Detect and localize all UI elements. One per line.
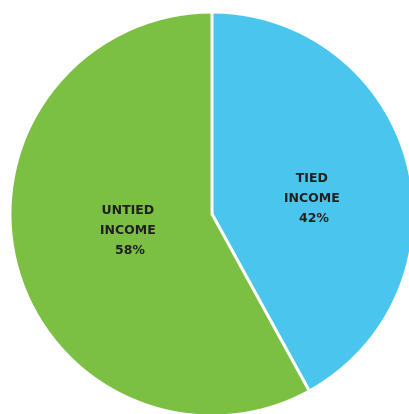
slice-label-untied-line-2: INCOME — [100, 222, 156, 237]
slice-label-untied-line-1: UNTIED — [101, 202, 154, 217]
slice-label-untied-line-3: 58% — [115, 242, 145, 257]
slice-label-tied: TIED INCOME 42% — [284, 170, 344, 225]
slice-label-untied: UNTIED INCOME 58% — [100, 202, 160, 257]
slice-label-tied-line-1: TIED — [296, 170, 328, 185]
labels-layer: TIED INCOME 42% UNTIED INCOME 58% — [100, 170, 344, 257]
pie-slice-tied-income — [210, 10, 409, 393]
slice-label-tied-line-3: 42% — [299, 210, 329, 225]
pie-slice-untied-income — [8, 10, 311, 414]
slices-layer — [8, 10, 409, 414]
slice-label-tied-line-2: INCOME — [284, 190, 340, 205]
